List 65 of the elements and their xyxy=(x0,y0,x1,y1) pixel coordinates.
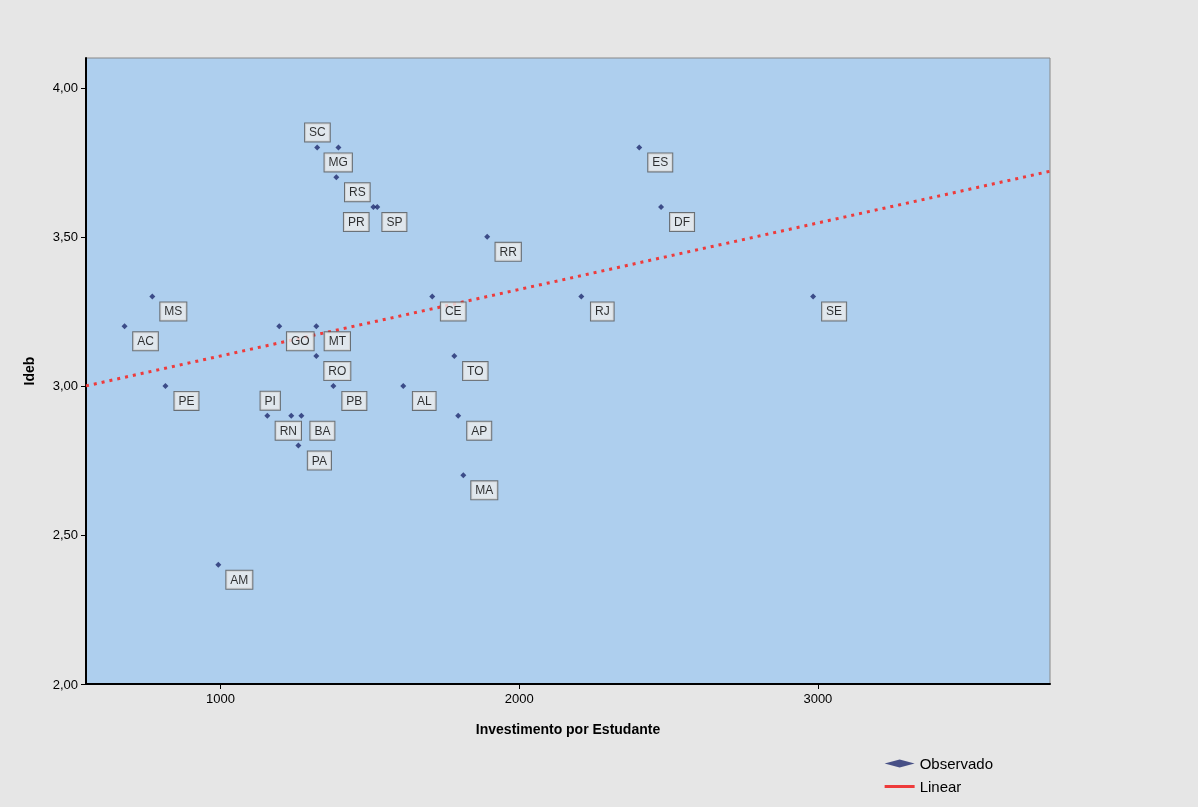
point xyxy=(429,293,436,300)
point xyxy=(215,561,222,568)
data-label: SP xyxy=(386,215,403,230)
data-label: MG xyxy=(328,155,348,170)
legend-label: Observado xyxy=(919,755,993,772)
point xyxy=(298,412,305,419)
point xyxy=(578,293,585,300)
data-label: DF xyxy=(674,215,691,230)
point xyxy=(455,412,462,419)
point xyxy=(636,144,643,151)
data-label: PE xyxy=(178,393,195,408)
data-label: RS xyxy=(349,185,366,200)
data-label: GO xyxy=(290,334,310,349)
data-label: SC xyxy=(309,125,327,140)
point xyxy=(162,382,169,389)
data-label: RO xyxy=(328,364,347,379)
point xyxy=(295,442,302,449)
point xyxy=(314,144,321,151)
point xyxy=(400,382,407,389)
data-label: PB xyxy=(346,393,363,408)
data-label: AL xyxy=(416,393,432,408)
legend-label: Linear xyxy=(919,778,962,795)
point xyxy=(810,293,817,300)
data-label: PA xyxy=(311,453,327,468)
point xyxy=(264,412,271,419)
point xyxy=(313,353,320,360)
data-label: AP xyxy=(471,423,488,438)
point xyxy=(149,293,156,300)
x-tick-label: 3000 xyxy=(803,691,833,706)
y-tick-label: 3,00 xyxy=(52,378,78,394)
point xyxy=(333,174,340,181)
y-tick-label: 3,50 xyxy=(52,229,78,245)
point xyxy=(276,323,283,330)
data-label: BA xyxy=(314,423,331,438)
point xyxy=(374,204,381,211)
point xyxy=(484,233,491,240)
data-label: RR xyxy=(499,244,518,259)
point xyxy=(460,472,467,479)
point xyxy=(658,204,665,211)
point xyxy=(451,353,458,360)
data-label: RJ xyxy=(594,304,610,319)
x-tick-label: 2000 xyxy=(504,691,534,706)
point xyxy=(330,382,337,389)
y-tick-label: 2,00 xyxy=(52,676,78,692)
data-label: RN xyxy=(279,423,297,438)
data-label: AC xyxy=(137,334,155,349)
point xyxy=(121,323,128,330)
y-axis-title: Ideb xyxy=(21,356,37,386)
point xyxy=(288,412,295,419)
data-label: PR xyxy=(347,215,365,230)
data-label: MA xyxy=(475,483,494,498)
data-label: MT xyxy=(328,334,347,349)
data-label: ES xyxy=(652,155,669,170)
data-label: MS xyxy=(164,304,183,319)
y-tick-label: 2,50 xyxy=(52,527,78,543)
data-label: PI xyxy=(264,393,276,408)
point xyxy=(335,144,342,151)
data-label: AM xyxy=(230,572,249,587)
x-axis-title: Investimento por Estudante xyxy=(475,721,661,737)
y-tick-label: 4,00 xyxy=(52,80,78,96)
x-tick-label: 1000 xyxy=(205,691,235,706)
data-label: SE xyxy=(826,304,843,319)
data-label: TO xyxy=(467,364,484,379)
point xyxy=(313,323,320,330)
data-label: CE xyxy=(444,304,462,319)
